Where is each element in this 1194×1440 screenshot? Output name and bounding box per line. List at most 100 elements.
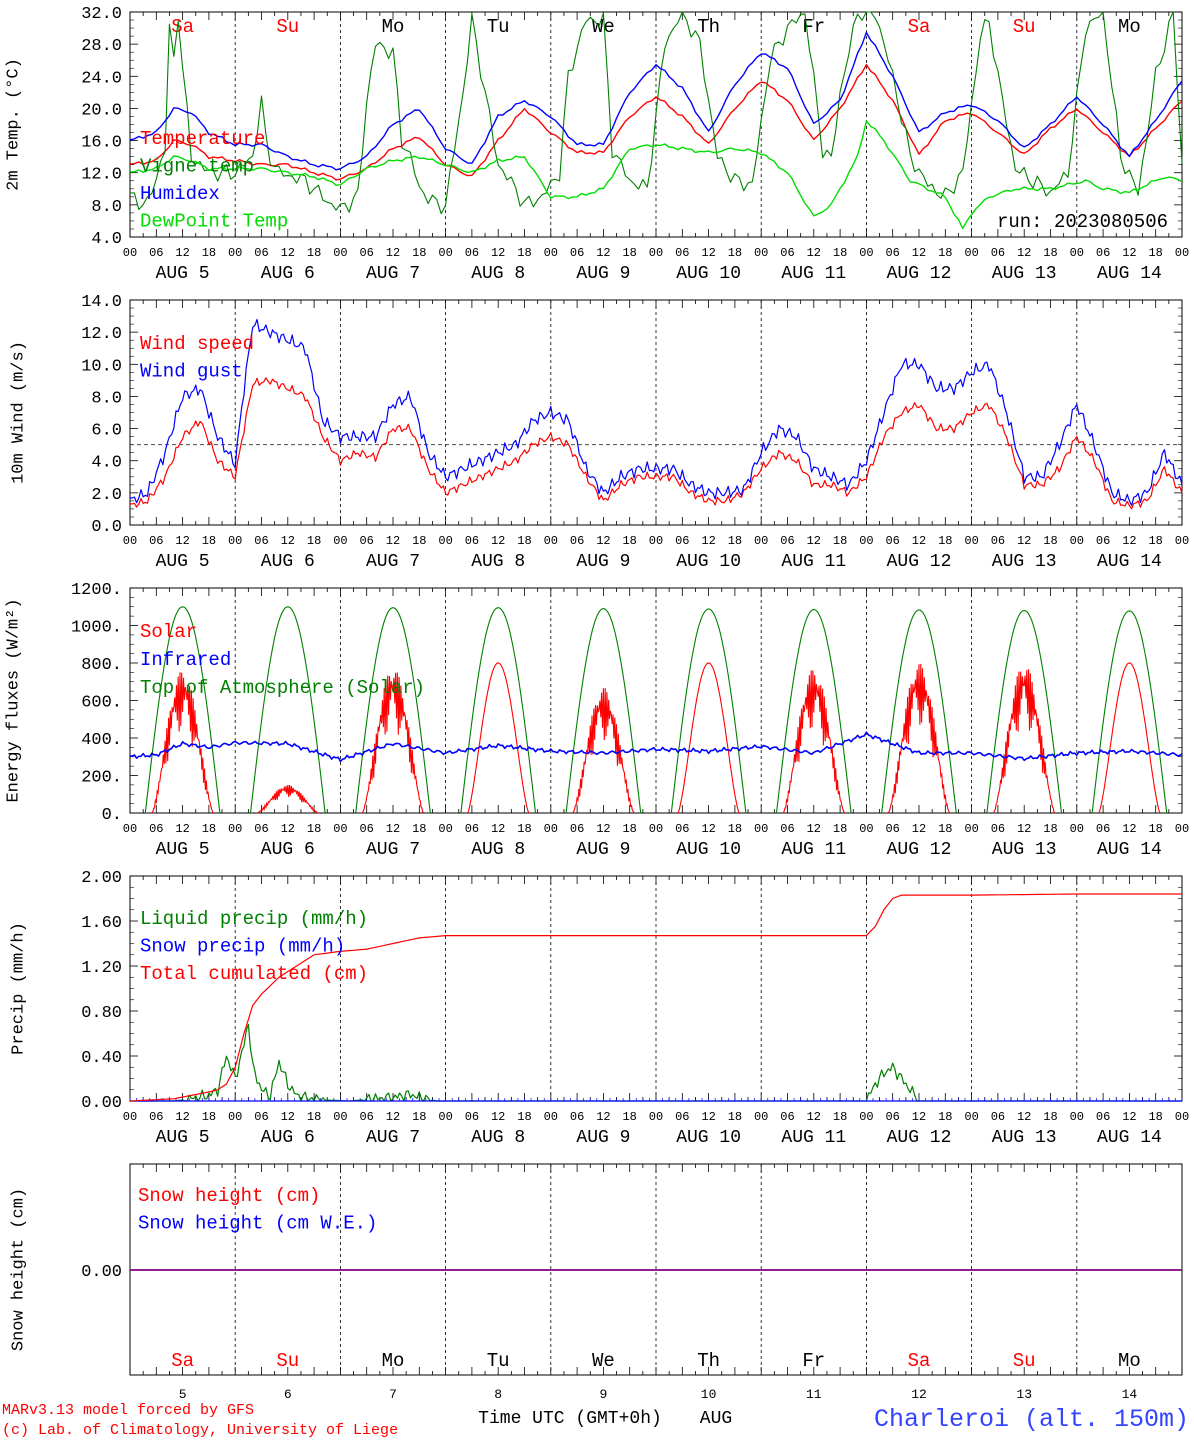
hour-tick-label: 00 <box>1175 1110 1189 1124</box>
hour-tick-label: 00 <box>544 822 558 836</box>
hour-tick-label: 00 <box>228 246 242 260</box>
date-label: AUG 7 <box>366 840 420 860</box>
panel-4: Precip (mm/h) 0.00 0.40 0.80 1.20 1.60 2.00 Liq… <box>10 869 1190 1148</box>
date-label: AUG 14 <box>1097 264 1162 284</box>
date-label: AUG 14 <box>1097 840 1162 860</box>
toa-solar-line <box>775 609 852 814</box>
hour-tick-label: 18 <box>1043 246 1057 260</box>
hour-tick-label: 18 <box>938 1110 952 1124</box>
hour-tick-label: 06 <box>570 822 584 836</box>
hour-tick-label: 06 <box>780 246 794 260</box>
y-axis-label: Energy fluxes (W/m²) <box>5 598 24 802</box>
date-label: AUG 9 <box>576 1128 630 1148</box>
legend-liquid-precip-mm-h: Liquid precip (mm/h) <box>140 908 368 930</box>
hour-tick-label: 06 <box>991 1110 1005 1124</box>
hour-tick-label: 06 <box>149 246 163 260</box>
hour-tick-label: 12 <box>807 534 821 548</box>
hour-tick-label: 06 <box>780 822 794 836</box>
y-tick-label: 12.0 <box>81 325 122 344</box>
date-label: AUG 14 <box>1097 1128 1162 1148</box>
solar-line <box>361 672 425 814</box>
hour-tick-label: 06 <box>254 534 268 548</box>
y-tick-label: 0.40 <box>81 1049 122 1068</box>
hour-tick-label: 00 <box>754 822 768 836</box>
date-label: AUG 14 <box>1097 552 1162 572</box>
day-number: 9 <box>599 1387 607 1402</box>
hour-tick-label: 18 <box>622 1110 636 1124</box>
hour-tick-label: 00 <box>1070 1110 1084 1124</box>
hour-tick-label: 12 <box>386 822 400 836</box>
legend-solar: Solar <box>140 621 197 643</box>
hour-tick-label: 18 <box>1148 1110 1162 1124</box>
hour-tick-label: 00 <box>649 1110 663 1124</box>
hour-tick-label: 00 <box>438 1110 452 1124</box>
y-axis-label: 10m Wind (m/s) <box>10 341 29 484</box>
day-name-bottom: Tu <box>487 1350 510 1372</box>
y-tick-label: 0.00 <box>81 1263 122 1282</box>
day-name-bottom: Mo <box>1118 1350 1141 1372</box>
hour-tick-label: 00 <box>1175 246 1189 260</box>
hour-tick-label: 12 <box>1017 534 1031 548</box>
hour-tick-label: 00 <box>544 246 558 260</box>
hour-tick-label: 18 <box>307 246 321 260</box>
date-label: AUG 9 <box>576 264 630 284</box>
hour-tick-label: 06 <box>991 822 1005 836</box>
hour-tick-label: 00 <box>333 534 347 548</box>
y-tick-label: 12.0 <box>81 166 122 185</box>
panel-1: 2m Temp. (°C) 4.0 8.0 12.0 16.0 20.0 24.0 28.0 3… <box>5 5 1190 284</box>
y-tick-label: 6.0 <box>91 422 122 441</box>
hour-tick-label: 06 <box>885 534 899 548</box>
hour-tick-label: 06 <box>570 246 584 260</box>
hour-tick-label: 06 <box>1096 1110 1110 1124</box>
hour-tick-label: 06 <box>465 822 479 836</box>
hour-tick-label: 18 <box>307 822 321 836</box>
hour-tick-label: 00 <box>649 534 663 548</box>
day-name-bottom: Sa <box>171 1350 194 1372</box>
hour-tick-label: 12 <box>175 534 189 548</box>
day-name: Th <box>697 16 720 38</box>
day-name: Tu <box>487 16 510 38</box>
hour-tick-label: 18 <box>202 534 216 548</box>
hour-tick-label: 12 <box>1122 1110 1136 1124</box>
hour-tick-label: 12 <box>175 822 189 836</box>
hour-tick-label: 12 <box>701 246 715 260</box>
hour-tick-label: 18 <box>833 534 847 548</box>
time-axis-title: Time UTC (GMT+0h) <box>478 1409 662 1429</box>
date-label: AUG 6 <box>261 1128 315 1148</box>
hour-tick-label: 12 <box>596 1110 610 1124</box>
hour-tick-label: 06 <box>675 822 689 836</box>
hour-tick-label: 00 <box>1175 534 1189 548</box>
solar-line <box>572 688 635 814</box>
hour-tick-label: 12 <box>281 822 295 836</box>
solar-line <box>782 670 845 814</box>
hour-tick-label: 12 <box>701 534 715 548</box>
hour-tick-label: 00 <box>964 534 978 548</box>
hour-tick-label: 18 <box>412 534 426 548</box>
hour-tick-label: 06 <box>885 1110 899 1124</box>
hour-tick-label: 18 <box>728 822 742 836</box>
temperature-line <box>129 63 1183 181</box>
hour-tick-label: 18 <box>202 1110 216 1124</box>
hour-tick-label: 18 <box>412 1110 426 1124</box>
hour-tick-label: 06 <box>1096 246 1110 260</box>
hour-tick-label: 06 <box>780 1110 794 1124</box>
month-label: AUG <box>700 1409 732 1429</box>
hour-tick-label: 00 <box>333 246 347 260</box>
hour-tick-label: 00 <box>544 534 558 548</box>
hour-tick-label: 06 <box>149 534 163 548</box>
hour-tick-label: 00 <box>964 1110 978 1124</box>
panels: 2m Temp. (°C) 4.0 8.0 12.0 16.0 20.0 24.0 28.0 3… <box>5 5 1190 1402</box>
hour-tick-label: 18 <box>517 1110 531 1124</box>
hour-tick-label: 18 <box>938 822 952 836</box>
hour-tick-label: 06 <box>991 534 1005 548</box>
y-tick-label: 400. <box>81 731 122 750</box>
y-axis-label: Precip (mm/h) <box>10 922 29 1055</box>
hour-tick-label: 06 <box>359 1110 373 1124</box>
plot-frame <box>129 11 1183 238</box>
date-label: AUG 11 <box>781 264 846 284</box>
toa-solar-line <box>460 607 537 814</box>
dewpoint-line <box>129 120 1183 230</box>
hour-tick-label: 00 <box>1070 246 1084 260</box>
date-label: AUG 12 <box>887 840 952 860</box>
hour-tick-label: 06 <box>149 822 163 836</box>
